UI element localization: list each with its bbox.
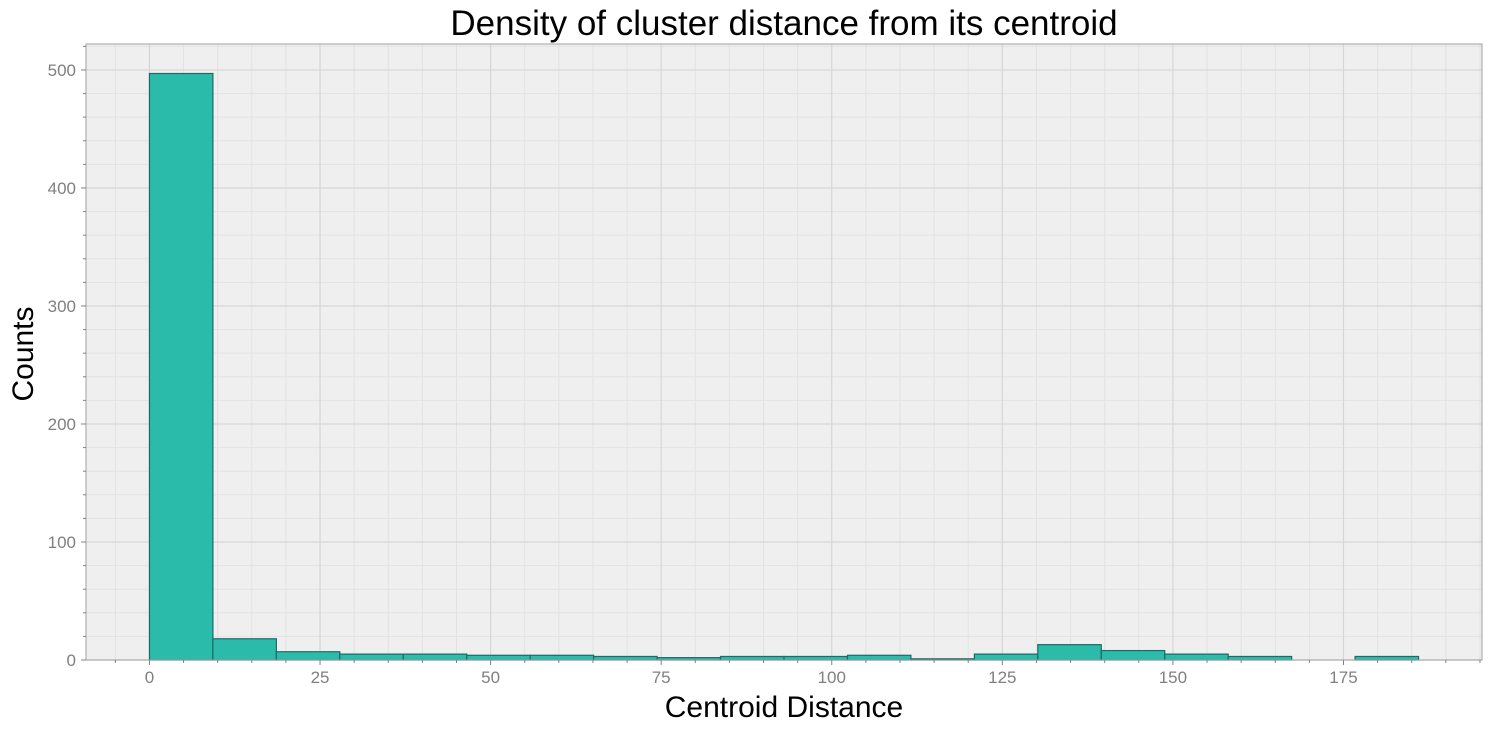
y-axis-label: Counts	[7, 306, 40, 401]
x-tick-label: 175	[1329, 668, 1357, 687]
major-grid	[86, 44, 1482, 661]
y-tick-label: 200	[48, 415, 76, 434]
y-tick-label: 100	[48, 533, 76, 552]
minor-grid	[86, 44, 1482, 660]
y-tick-label: 0	[67, 651, 76, 670]
x-axis-label: Centroid Distance	[665, 691, 903, 724]
histogram-bar	[529, 654, 595, 661]
y-axis-ticks: 0 100 200 300 400 500	[48, 45, 86, 670]
histogram-bar	[846, 654, 912, 661]
histogram-bar	[1164, 653, 1229, 661]
histogram-bar	[275, 651, 341, 661]
histogram-bar	[593, 655, 658, 661]
histogram-bar	[402, 653, 468, 661]
y-tick-label: 500	[48, 61, 76, 80]
x-axis-ticks: 0 25 50 75 100 125 150 175	[114, 660, 1481, 687]
histogram-bar	[973, 653, 1039, 661]
histogram-bar	[1037, 644, 1102, 661]
y-tick-label: 400	[48, 179, 76, 198]
plot-border	[85, 43, 1483, 661]
histogram-bar	[783, 655, 849, 661]
x-tick-label: 75	[652, 668, 671, 687]
histogram-bar	[1100, 649, 1166, 661]
histogram-bar	[1227, 655, 1293, 661]
histogram-bar	[719, 655, 785, 661]
x-tick-label: 125	[988, 668, 1016, 687]
histogram-bar	[212, 638, 277, 661]
x-tick-label: 0	[145, 668, 154, 687]
histogram-bar	[339, 653, 404, 661]
x-tick-label: 100	[818, 668, 846, 687]
histogram-bar	[466, 654, 531, 661]
x-tick-label: 25	[311, 668, 330, 687]
histogram-bars	[148, 72, 1420, 661]
histogram-bar	[148, 72, 214, 661]
x-tick-label: 50	[481, 668, 500, 687]
x-tick-label: 150	[1159, 668, 1187, 687]
histogram-bar	[1354, 655, 1420, 661]
chart-title: Density of cluster distance from its cen…	[450, 4, 1117, 43]
plot-background	[86, 44, 1482, 660]
y-tick-label: 300	[48, 297, 76, 316]
